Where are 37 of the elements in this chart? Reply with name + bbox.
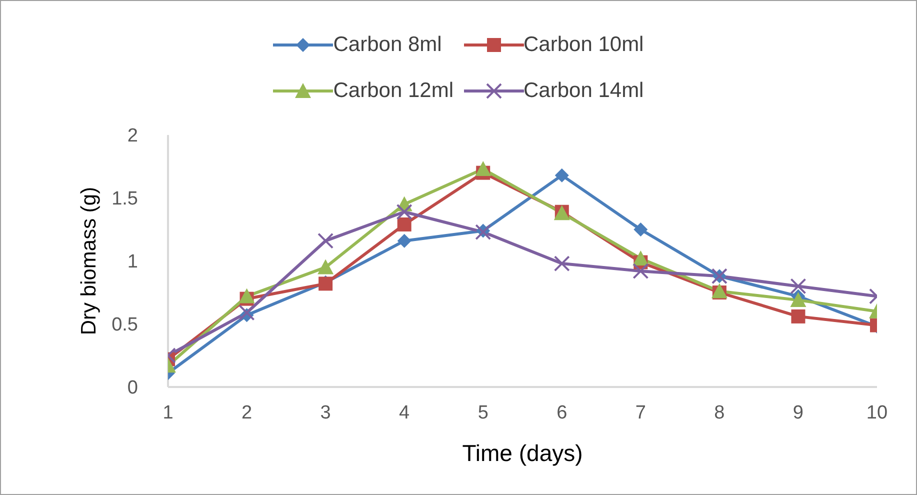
- point: [790, 292, 806, 308]
- y-tick-label: 2: [127, 126, 138, 147]
- point: [397, 217, 412, 232]
- x-tick-label: 5: [478, 402, 488, 424]
- point: [634, 222, 648, 236]
- x-tick-label: 3: [320, 402, 331, 424]
- point: [554, 256, 570, 272]
- point: [632, 250, 649, 266]
- point: [397, 234, 412, 248]
- point: [475, 161, 492, 176]
- y-tick-label: 0.5: [112, 314, 138, 336]
- point: [318, 259, 334, 274]
- x-tick-label: 7: [635, 402, 646, 424]
- point: [632, 263, 649, 280]
- point: [238, 288, 255, 304]
- x-tick-label: 1: [162, 402, 174, 424]
- x-tick-label: 8: [714, 402, 725, 424]
- point: [790, 278, 806, 294]
- x-tick-label: 6: [556, 402, 568, 424]
- x-tick-label: 10: [866, 402, 888, 424]
- legend-label: Carbon 8ml: [333, 33, 442, 57]
- point: [791, 309, 806, 324]
- x-tick-label: 9: [792, 402, 804, 424]
- point: [318, 232, 334, 249]
- legend-label: Carbon 14ml: [524, 79, 644, 103]
- y-axis-title: Dry biomass (g): [77, 186, 100, 336]
- legend-label: Carbon 12ml: [333, 79, 454, 103]
- point: [238, 304, 255, 321]
- y-tick-label: 0: [127, 378, 138, 399]
- x-tick-label: 2: [241, 402, 252, 424]
- y-tick-label: 1.5: [112, 188, 138, 210]
- x-axis-title: Time (days): [462, 440, 583, 466]
- point: [554, 168, 569, 182]
- y-tick-label: 1: [127, 252, 138, 273]
- x-tick-label: 4: [399, 402, 410, 424]
- legend-label: Carbon 10ml: [524, 33, 644, 57]
- point: [396, 204, 412, 220]
